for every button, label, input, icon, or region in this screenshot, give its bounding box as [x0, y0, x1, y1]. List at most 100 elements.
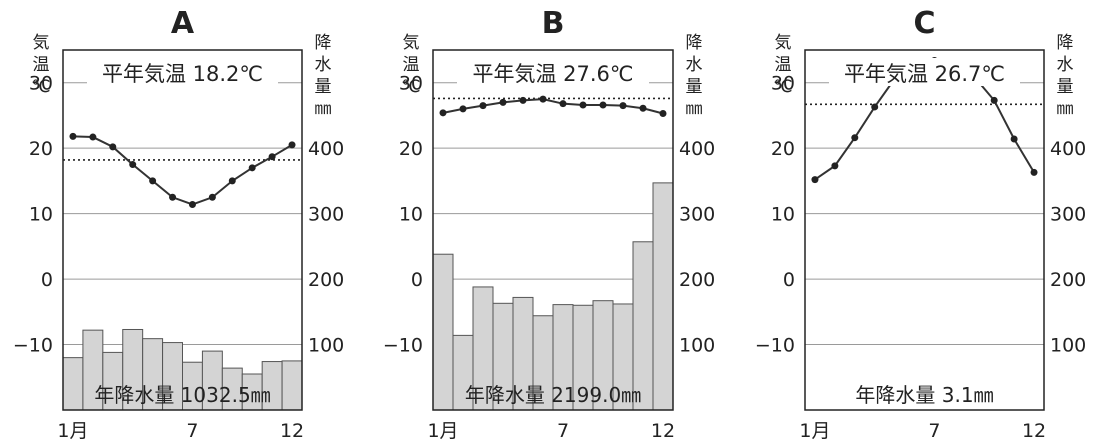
x-tick-label: 7 [186, 420, 198, 442]
temp-tick-label: 0 [783, 269, 795, 291]
plot-frame [432, 49, 674, 411]
precip-axis-label: 降 [315, 33, 332, 53]
avg-label-bg [457, 58, 649, 86]
plot-frame [804, 49, 1045, 411]
temp-point [579, 101, 587, 109]
precip-axis-label: ㎜ [1057, 99, 1074, 119]
precip-tick-label: 400 [308, 138, 344, 160]
temp-point [539, 95, 547, 103]
precip-tick-label: 400 [679, 138, 715, 160]
precip-bar [62, 357, 84, 411]
precip-tick-label: 100 [1050, 335, 1086, 357]
precip-axis-label: 水 [686, 55, 703, 75]
avg-label-bg [87, 58, 278, 86]
temp-tick-label: −10 [383, 335, 423, 357]
temp-point [831, 162, 839, 170]
temp-tick-label: 30 [29, 73, 53, 95]
avg-temp-label: 平年気温 26.7℃ [844, 62, 1005, 86]
annual-precip-label: 年降水量 1032.5㎜ [94, 383, 270, 407]
temp-tick-label: 0 [41, 269, 53, 291]
temp-axis-label: ℃ [773, 77, 792, 97]
temp-tick-label: 20 [771, 138, 795, 160]
temp-tick-label: 10 [29, 204, 53, 226]
temp-point [228, 177, 236, 185]
temp-axis-label: 温 [403, 55, 420, 75]
precip-axis-label: 水 [315, 55, 332, 75]
temp-point [639, 104, 647, 112]
temp-point [69, 132, 77, 140]
temp-point [89, 133, 97, 141]
temp-tick-label: 20 [29, 138, 53, 160]
x-tick-label: 1月 [57, 420, 88, 442]
x-tick-label: 7 [928, 420, 940, 442]
x-tick-label: 12 [1022, 420, 1046, 442]
precip-tick-label: 400 [1050, 138, 1086, 160]
precip-tick-label: 200 [679, 269, 715, 291]
precip-bar [652, 182, 674, 411]
temp-axis-label: 温 [775, 55, 792, 75]
precip-axis-label: 降 [1057, 33, 1074, 53]
temp-point [479, 102, 487, 110]
avg-temp-label: 平年気温 27.6℃ [472, 62, 633, 86]
temp-point [519, 96, 527, 104]
temp-axis-label: ℃ [401, 77, 420, 97]
temp-tick-label: 30 [399, 73, 423, 95]
temp-point [1010, 135, 1018, 143]
temp-point [439, 109, 447, 117]
temp-point [499, 98, 507, 106]
annual-precip-label: 年降水量 2199.0㎜ [465, 383, 641, 407]
temp-point [109, 143, 117, 151]
precip-axis-label: 量 [315, 77, 332, 97]
temp-point [459, 105, 467, 113]
precip-axis-label: ㎜ [686, 99, 703, 119]
temp-axis-label: 気 [403, 33, 420, 53]
precip-bar [281, 360, 303, 411]
precip-tick-label: 100 [679, 335, 715, 357]
temp-point [659, 109, 667, 117]
avg-label-bg [829, 58, 1020, 86]
temp-point [559, 100, 567, 108]
precip-axis-label: 量 [686, 77, 703, 97]
temp-point [871, 103, 879, 111]
temp-tick-label: 20 [399, 138, 423, 160]
temp-point [619, 102, 627, 110]
temp-point [248, 164, 256, 172]
temp-point [208, 193, 216, 201]
temp-tick-label: −10 [13, 335, 53, 357]
annual-precip-label: 年降水量 3.1㎜ [855, 383, 993, 407]
temp-tick-label: 30 [771, 73, 795, 95]
temp-axis-label: ℃ [31, 77, 50, 97]
temp-tick-label: 0 [411, 269, 423, 291]
precip-axis-label: 量 [1057, 77, 1074, 97]
precip-tick-label: 100 [308, 335, 344, 357]
temp-line [72, 135, 293, 206]
precip-tick-label: 300 [308, 204, 344, 226]
temp-tick-label: 10 [771, 204, 795, 226]
temp-point [188, 200, 196, 208]
precip-axis-label: 降 [686, 33, 703, 53]
panel-title: A [171, 6, 195, 41]
temp-point [169, 193, 177, 201]
x-tick-label: 7 [557, 420, 569, 442]
temp-point [268, 153, 276, 161]
temp-point [851, 134, 859, 142]
precip-axis-label: ㎜ [315, 99, 332, 119]
precip-tick-label: 300 [679, 204, 715, 226]
temp-point [599, 101, 607, 109]
temp-axis-label: 気 [33, 33, 50, 53]
x-tick-label: 1月 [799, 420, 830, 442]
avg-temp-label: 平年気温 18.2℃ [102, 62, 263, 86]
temp-tick-label: 10 [399, 204, 423, 226]
temp-axis-label: 気 [775, 33, 792, 53]
x-tick-label: 12 [280, 420, 304, 442]
precip-bar [432, 253, 454, 411]
precip-tick-label: 300 [1050, 204, 1086, 226]
precip-tick-label: 200 [308, 269, 344, 291]
temp-point [990, 96, 998, 104]
temp-point [149, 177, 157, 185]
x-tick-label: 1月 [427, 420, 458, 442]
